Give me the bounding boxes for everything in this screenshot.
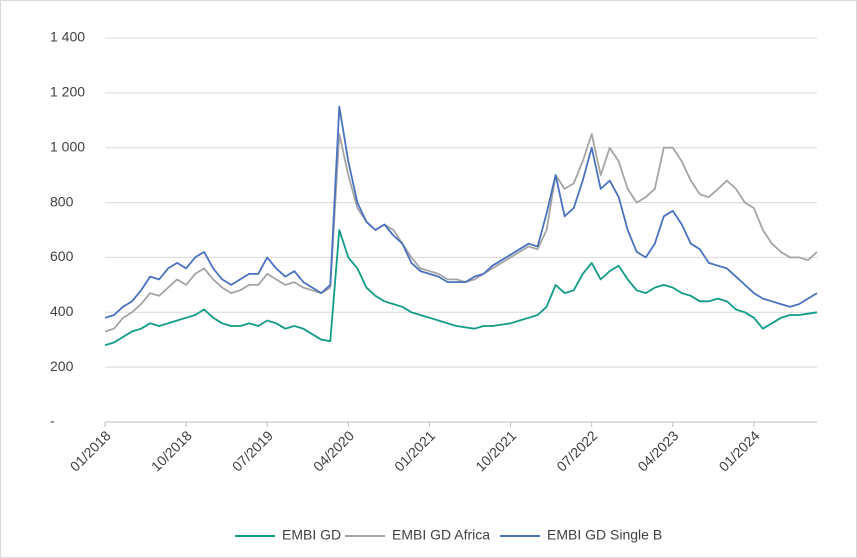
series-line — [104, 133, 818, 333]
y-tick-label: 1 200 — [50, 84, 85, 100]
y-tick-label: 1 000 — [50, 138, 85, 154]
y-tick-label: 400 — [50, 303, 74, 319]
y-tick-label: 200 — [50, 358, 74, 374]
series-line — [104, 105, 818, 319]
series-line — [104, 229, 818, 347]
y-tick-label: 600 — [50, 248, 74, 264]
legend-label: EMBI GD — [282, 527, 341, 543]
legend-label: EMBI GD Single B — [547, 527, 662, 543]
legend-label: EMBI GD Africa — [392, 527, 490, 543]
y-tick-label: 800 — [50, 193, 74, 209]
y-tick-label: - — [50, 413, 55, 429]
y-tick-label: 1 400 — [50, 29, 85, 45]
